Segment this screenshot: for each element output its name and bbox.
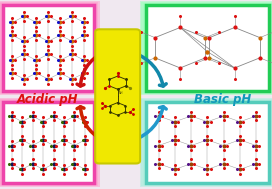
FancyBboxPatch shape (0, 1, 100, 95)
FancyBboxPatch shape (0, 98, 100, 187)
FancyBboxPatch shape (140, 98, 272, 187)
FancyBboxPatch shape (143, 3, 272, 93)
FancyBboxPatch shape (0, 2, 98, 94)
FancyBboxPatch shape (146, 102, 269, 183)
FancyBboxPatch shape (0, 100, 97, 185)
FancyBboxPatch shape (140, 1, 272, 95)
FancyBboxPatch shape (0, 99, 98, 186)
Text: Basic pH: Basic pH (194, 93, 252, 106)
FancyBboxPatch shape (95, 29, 140, 163)
FancyBboxPatch shape (146, 5, 269, 91)
FancyBboxPatch shape (3, 5, 94, 91)
FancyBboxPatch shape (3, 102, 94, 183)
Text: Acidic pH: Acidic pH (17, 93, 78, 106)
FancyBboxPatch shape (143, 100, 272, 185)
Text: NH: NH (119, 91, 123, 95)
FancyBboxPatch shape (0, 3, 97, 93)
FancyBboxPatch shape (141, 99, 272, 186)
FancyBboxPatch shape (141, 2, 272, 94)
